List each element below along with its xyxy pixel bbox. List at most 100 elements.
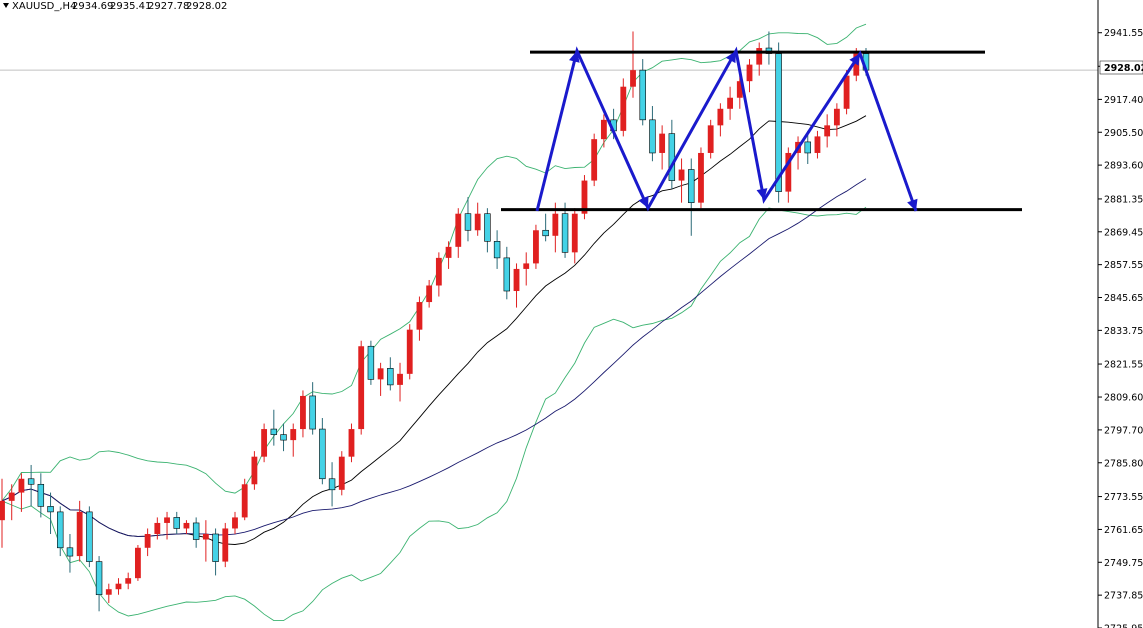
candle	[47, 492, 54, 534]
candle-body	[290, 429, 297, 441]
candle-body	[125, 578, 132, 584]
candle-body	[47, 506, 54, 513]
candle	[144, 528, 151, 557]
candle-body	[95, 561, 103, 596]
candle	[18, 473, 25, 512]
candle-body	[66, 547, 74, 557]
price-axis[interactable]: 2941.552929.402917.402905.502893.602881.…	[1097, 0, 1143, 628]
candle	[232, 511, 238, 534]
candle-body	[192, 522, 200, 540]
candle	[328, 462, 336, 507]
candle-body	[338, 456, 345, 490]
candle	[125, 572, 132, 590]
candle	[0, 478, 5, 548]
price-tick-label: 2809.60	[1104, 393, 1143, 404]
candle	[455, 208, 462, 258]
price-tick-label: 2881.35	[1104, 194, 1143, 205]
price-tick-label: 2821.55	[1104, 360, 1143, 371]
candle	[659, 125, 666, 170]
candle-body	[464, 213, 472, 231]
candle	[843, 70, 850, 115]
candle-body	[426, 285, 433, 303]
candle-body	[484, 213, 491, 242]
candle	[37, 473, 45, 518]
symbol-label: XAUUSD_,H4	[12, 1, 76, 12]
candle-body	[513, 268, 520, 292]
low-value: 2927.78	[148, 1, 189, 12]
candle	[785, 147, 792, 203]
candle	[377, 362, 384, 396]
pattern-arrowhead	[907, 198, 918, 211]
candle	[707, 119, 714, 159]
candle-body	[649, 119, 656, 154]
candle	[630, 31, 636, 98]
candle-body	[600, 119, 607, 140]
candle-body	[18, 478, 25, 493]
price-tick-label: 2737.85	[1104, 591, 1143, 602]
candle	[348, 423, 355, 463]
candle	[765, 31, 773, 65]
candle	[688, 158, 695, 236]
candle	[358, 340, 365, 435]
pattern-drawing	[535, 46, 918, 212]
candle	[192, 517, 200, 548]
candle	[804, 130, 811, 165]
candle-body	[309, 395, 316, 430]
candle	[183, 520, 190, 534]
price-tick-label: 2857.55	[1104, 260, 1143, 271]
candle-body	[756, 48, 763, 65]
price-tick-label: 2797.70	[1104, 425, 1143, 436]
candle-body	[280, 434, 287, 441]
candle	[270, 409, 278, 446]
lower-band-line	[1, 206, 867, 622]
candle-body	[561, 213, 569, 253]
high-value: 2935.41	[110, 1, 151, 12]
candle	[397, 362, 403, 402]
candle-body	[387, 368, 394, 386]
candle-body	[164, 517, 170, 523]
pattern-arrowhead	[849, 53, 860, 66]
candle	[678, 158, 685, 203]
candle-body	[843, 75, 850, 109]
candle-body	[261, 429, 268, 457]
price-tick-label: 2833.75	[1104, 326, 1143, 337]
candle-body	[853, 53, 860, 76]
candle-body	[212, 533, 219, 562]
candle	[523, 252, 530, 286]
dropdown-triangle-icon[interactable]	[3, 3, 9, 8]
candle-body	[571, 213, 578, 253]
candle	[387, 357, 394, 391]
candle-body	[377, 368, 384, 380]
price-tick-label: 2773.55	[1104, 492, 1143, 503]
candle	[300, 390, 306, 438]
candle	[115, 578, 122, 595]
candle-body	[86, 511, 93, 562]
candle-body	[416, 302, 423, 330]
candle-body	[183, 522, 190, 529]
open-value: 2934.69	[72, 1, 113, 12]
pattern-arrowhead	[756, 188, 768, 200]
candle	[668, 119, 676, 189]
candle	[173, 511, 180, 534]
candle	[727, 86, 734, 120]
price-tick-label: 2869.45	[1104, 227, 1143, 238]
pattern-arrowhead	[568, 50, 580, 63]
candle-body	[503, 257, 511, 292]
candle	[367, 340, 375, 385]
candle	[561, 202, 569, 258]
candle	[134, 545, 141, 581]
candle-body	[639, 69, 646, 121]
candle-body	[0, 500, 5, 521]
candle-body	[833, 108, 840, 126]
candle	[717, 103, 724, 137]
candle	[416, 296, 423, 341]
candle	[503, 246, 511, 300]
candle	[445, 241, 452, 269]
candle	[542, 213, 549, 242]
candle-body	[533, 230, 539, 264]
candle	[533, 224, 539, 269]
candle-body	[397, 373, 403, 385]
support-resistance-lines	[501, 50, 1022, 212]
